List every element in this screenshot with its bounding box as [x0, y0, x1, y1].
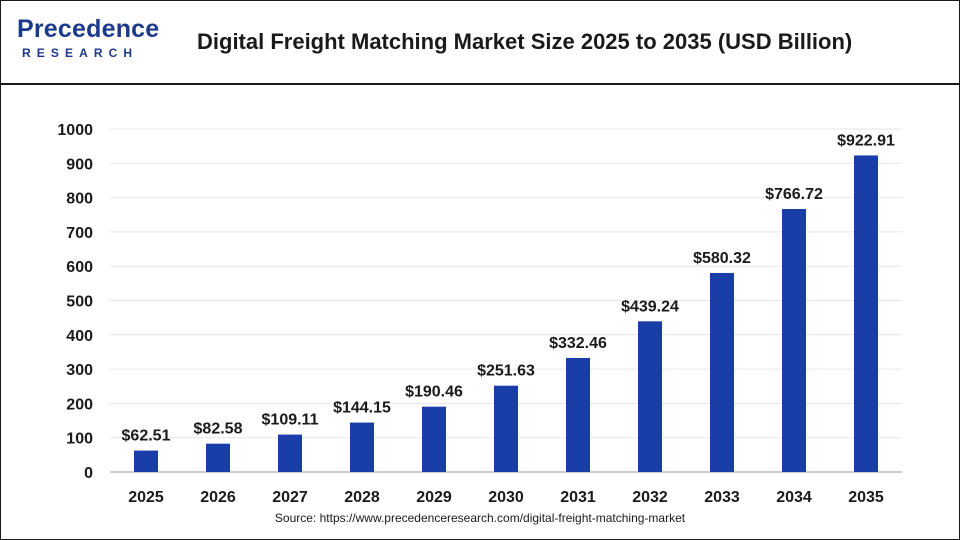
data-label-2026: $82.58: [194, 421, 243, 438]
x-tick-label-2031: 2031: [560, 489, 596, 506]
y-tick-label: 900: [66, 156, 93, 173]
data-label-2029: $190.46: [405, 384, 463, 401]
data-label-2032: $439.24: [621, 298, 679, 315]
bar-2031: [566, 357, 590, 472]
data-label-2027: $109.11: [262, 412, 319, 429]
y-tick-label: 400: [66, 328, 93, 345]
bar-2028: [350, 422, 374, 472]
bar-2033: [710, 272, 734, 472]
x-tick-label-2027: 2027: [272, 489, 308, 506]
bar-2025: [134, 450, 158, 472]
bar-2032: [638, 321, 662, 472]
data-label-2034: $766.72: [765, 186, 823, 203]
y-tick-label: 500: [66, 294, 93, 311]
bar-2029: [422, 406, 446, 472]
precedence-research-logo: Precedence RESEARCH: [17, 15, 167, 65]
x-tick-label-2032: 2032: [632, 489, 668, 506]
bar-2034: [782, 209, 806, 472]
chart-title: Digital Freight Matching Market Size 202…: [197, 29, 853, 54]
data-label-2035: $922.91: [837, 132, 895, 149]
logo-wordmark: Precedence: [17, 15, 160, 43]
y-tick-label: 0: [84, 465, 93, 482]
y-tick-label: 300: [66, 362, 93, 379]
y-tick-label: 800: [66, 191, 93, 208]
data-label-2031: $332.46: [549, 335, 607, 352]
bar-2035: [854, 155, 878, 472]
y-tick-label: 600: [66, 259, 93, 276]
x-tick-label-2026: 2026: [200, 489, 236, 506]
logo-subtitle: RESEARCH: [22, 46, 139, 60]
data-label-2025: $62.51: [122, 428, 171, 445]
x-tick-label-2033: 2033: [704, 489, 740, 506]
bar-2030: [494, 385, 518, 472]
x-tick-label-2025: 2025: [128, 489, 164, 506]
data-label-2028: $144.15: [333, 400, 391, 417]
data-label-2030: $251.63: [477, 363, 535, 380]
x-tick-label-2029: 2029: [416, 489, 452, 506]
source-note: Source: https://www.precedenceresearch.c…: [274, 511, 686, 525]
x-tick-label-2030: 2030: [488, 489, 524, 506]
bar-2027: [278, 434, 302, 472]
x-tick-label-2035: 2035: [848, 489, 884, 506]
x-tick-label-2034: 2034: [776, 489, 812, 506]
bar-2026: [206, 443, 230, 472]
y-tick-label: 1000: [57, 122, 93, 139]
y-tick-label: 700: [66, 225, 93, 242]
data-label-2033: $580.32: [693, 250, 751, 267]
x-tick-label-2028: 2028: [344, 489, 380, 506]
y-tick-label: 200: [66, 396, 93, 413]
y-tick-label: 100: [66, 431, 93, 448]
header: Precedence RESEARCH Digital Freight Matc…: [1, 1, 959, 85]
